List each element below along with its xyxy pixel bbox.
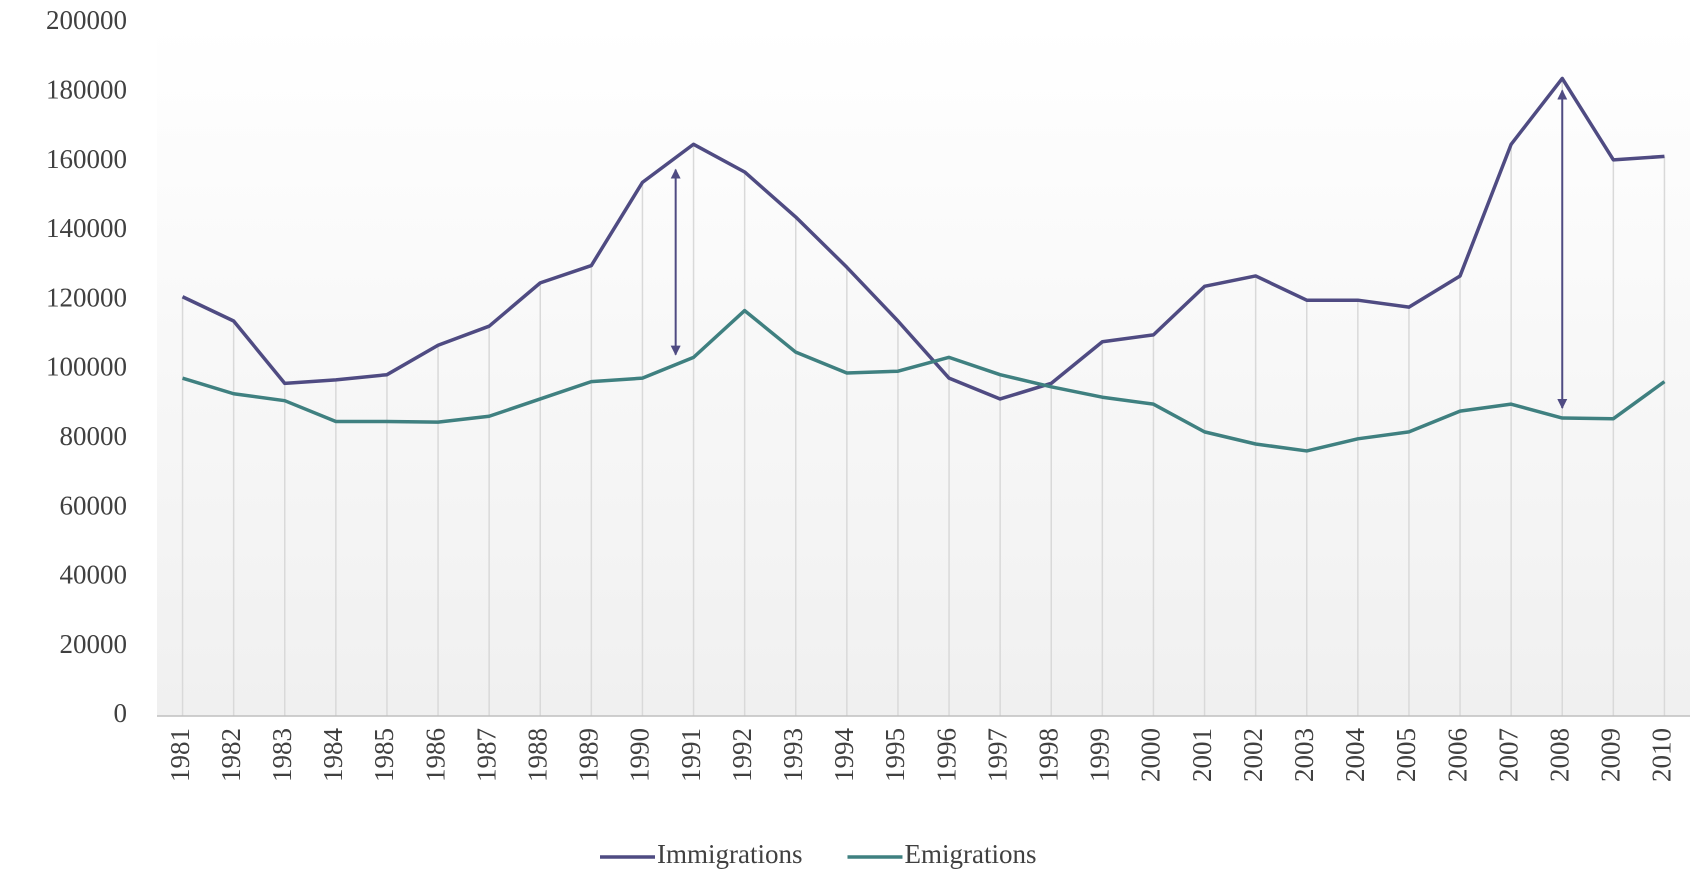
- y-tick-label: 0: [114, 698, 128, 728]
- y-tick-label: 40000: [60, 560, 128, 590]
- x-tick-label: 2004: [1340, 728, 1370, 783]
- x-tick-label: 1995: [880, 728, 910, 782]
- x-tick-label: 2008: [1544, 728, 1574, 782]
- y-tick-label: 120000: [46, 282, 127, 312]
- x-tick-label: 2003: [1289, 728, 1319, 782]
- y-tick-label: 20000: [60, 629, 128, 659]
- legend-label: Immigrations: [657, 839, 802, 869]
- x-tick-label: 1981: [165, 728, 195, 782]
- series-line: [181, 76, 1665, 401]
- y-tick-label: 160000: [46, 144, 127, 174]
- x-tick-label: 1985: [369, 728, 399, 782]
- x-tick-label: 2005: [1391, 728, 1421, 782]
- y-tick-label: 60000: [60, 490, 128, 520]
- x-tick-label: 1999: [1085, 728, 1115, 782]
- y-tick-label: 100000: [46, 352, 127, 382]
- x-tick-label: 2010: [1647, 728, 1677, 782]
- series-line: [182, 308, 1666, 453]
- y-tick-label: 140000: [46, 213, 127, 243]
- x-tick-label: 2002: [1238, 728, 1268, 782]
- x-tick-label: 2006: [1442, 728, 1472, 782]
- y-tick-label: 200000: [46, 5, 127, 35]
- x-tick-label: 1996: [931, 728, 961, 782]
- y-tick-label: 80000: [60, 421, 128, 451]
- x-tick-label: 1987: [471, 728, 501, 782]
- x-tick-label: 1989: [574, 728, 604, 782]
- x-tick-label: 1994: [829, 728, 859, 783]
- x-tick-label: 1983: [267, 728, 297, 782]
- y-tick-label: 180000: [46, 75, 127, 105]
- x-tick-label: 2001: [1187, 728, 1217, 782]
- legend-label: Emigrations: [904, 839, 1036, 869]
- x-tick-label: 1986: [420, 728, 450, 782]
- x-tick-label: 1984: [318, 728, 348, 783]
- x-tick-label: 1992: [727, 728, 757, 782]
- plot-background: [157, 23, 1690, 716]
- x-tick-label: 1982: [216, 728, 246, 782]
- x-tick-label: 2007: [1493, 728, 1523, 782]
- x-tick-label: 1998: [1033, 728, 1063, 782]
- x-tick-label: 1991: [676, 728, 706, 782]
- x-tick-label: 1988: [522, 728, 552, 782]
- x-tick-label: 2000: [1136, 728, 1166, 782]
- x-tick-label: 1997: [982, 728, 1012, 782]
- x-tick-label: 2009: [1596, 728, 1626, 782]
- x-tick-label: 1990: [625, 728, 655, 782]
- x-tick-label: 1993: [778, 728, 808, 782]
